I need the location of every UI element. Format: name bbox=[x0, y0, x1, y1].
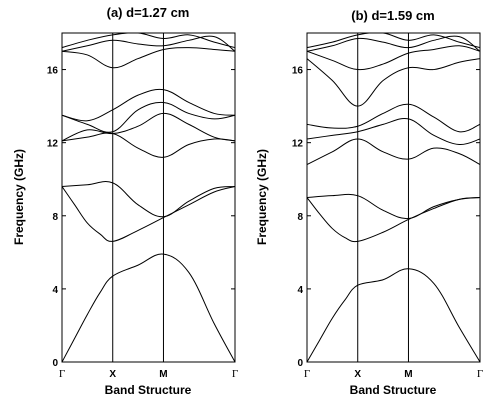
ytick-label: 4 bbox=[52, 285, 58, 296]
band-4-line bbox=[307, 138, 480, 166]
ytick-label: 0 bbox=[297, 358, 303, 369]
ytick-label: 8 bbox=[297, 212, 303, 223]
xtick-label: X bbox=[109, 369, 116, 380]
panel-b-title: (b) d=1.59 cm bbox=[351, 8, 434, 23]
panel-a-xlabel: Band Structure bbox=[105, 383, 192, 397]
band-10-line bbox=[307, 33, 480, 49]
band-1-line bbox=[62, 253, 235, 362]
xtick-label: Γ bbox=[304, 368, 310, 380]
band-5-line bbox=[307, 117, 480, 145]
band-9-line bbox=[307, 35, 480, 52]
ytick-label: 4 bbox=[297, 285, 303, 296]
panel-a-frame bbox=[61, 32, 236, 363]
xtick-label: Γ bbox=[59, 368, 65, 380]
panel-a-title: (a) d=1.27 cm bbox=[107, 5, 190, 20]
xtick-label: X bbox=[354, 369, 361, 380]
band-2-line bbox=[62, 186, 235, 242]
ytick-label: 12 bbox=[292, 139, 304, 150]
ytick-label: 12 bbox=[47, 139, 59, 150]
band-7-line bbox=[62, 88, 235, 122]
band-5-line bbox=[62, 112, 235, 142]
band-3-line bbox=[307, 193, 480, 220]
band-3-line bbox=[62, 181, 235, 218]
ytick-label: 0 bbox=[52, 358, 58, 369]
panel-b-frame bbox=[306, 32, 481, 363]
xtick-label: M bbox=[404, 369, 412, 380]
xtick-label: Γ bbox=[477, 368, 483, 380]
band-4-line bbox=[62, 132, 235, 158]
panel-b-ylabel: Frequency (GHz) bbox=[255, 149, 269, 245]
xtick-label: M bbox=[159, 369, 167, 380]
band-6-line bbox=[62, 101, 235, 133]
band-10-line bbox=[62, 33, 235, 49]
band-6-line bbox=[307, 103, 480, 133]
ytick-label: 8 bbox=[52, 212, 58, 223]
band-1-line bbox=[307, 268, 480, 362]
band-7-line bbox=[307, 58, 480, 107]
panel-b: (b) d=1.59 cm Frequency (GHz) Band Struc… bbox=[255, 8, 483, 397]
band-9-line bbox=[62, 35, 235, 52]
panel-a-ylabel: Frequency (GHz) bbox=[12, 149, 26, 245]
band-2-line bbox=[307, 197, 480, 243]
panel-b-xlabel: Band Structure bbox=[350, 383, 437, 397]
band-8-line bbox=[62, 47, 235, 69]
xtick-label: Γ bbox=[232, 368, 238, 380]
ytick-label: 16 bbox=[47, 66, 59, 77]
ytick-label: 16 bbox=[292, 66, 304, 77]
band-8-line bbox=[307, 45, 480, 71]
panel-a: (a) d=1.27 cm Frequency (GHz) Band Struc… bbox=[12, 5, 238, 397]
